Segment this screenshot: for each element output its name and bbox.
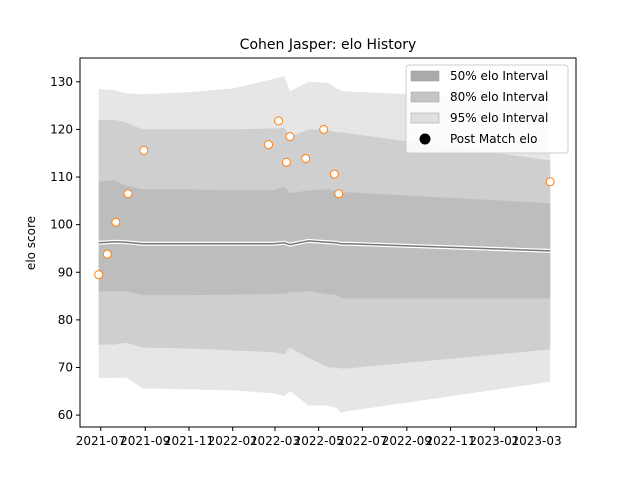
legend-box [405,64,569,154]
post-match-elo-point [285,132,295,142]
x-tick-label: 2022-03 [250,434,300,448]
y-tick-label: 110 [50,170,73,184]
post-match-elo-point [139,145,149,155]
post-match-elo-point [329,169,339,179]
x-tick-label: 2023-01 [469,434,519,448]
y-tick-label: 120 [50,122,73,136]
x-tick-label: 2022-05 [294,434,344,448]
legend-swatch-band-95 [410,112,440,124]
post-match-elo-point [111,217,121,227]
post-match-elo-point [281,157,291,167]
legend-label: Post Match elo [450,132,537,146]
chart-legend: 50% elo Interval 80% elo Interval 95% elo … [405,64,569,154]
x-tick-label: 2021-11 [164,434,214,448]
mean-elo-line [98,240,551,252]
post-match-elo-point [301,153,311,163]
y-axis-label: elo score [24,216,38,270]
x-axis: 2021-072021-092021-112022-012022-032022-… [76,427,562,448]
post-match-elo-point [319,124,329,134]
x-tick-label: 2022-09 [382,434,432,448]
band-50-interval [98,180,551,299]
x-tick-label: 2021-09 [120,434,170,448]
post-match-elo-point [123,189,133,199]
x-tick-label: 2022-01 [208,434,258,448]
legend-label: 50% elo Interval [450,69,548,83]
x-tick-label: 2022-11 [425,434,475,448]
y-tick-label: 100 [50,218,73,232]
x-tick-label: 2021-07 [76,434,126,448]
x-tick-label: 2023-03 [512,434,562,448]
x-tick-label: 2022-07 [337,434,387,448]
post-match-elo-point [264,140,274,150]
y-tick-label: 70 [58,360,73,374]
legend-swatch-band-50 [410,70,440,82]
y-tick-label: 80 [58,313,73,327]
y-tick-label: 130 [50,75,73,89]
y-tick-label: 60 [58,408,73,422]
legend-label: 80% elo Interval [450,90,548,104]
post-match-elo-point [274,116,284,126]
chart-title: Cohen Jasper: elo History [240,37,417,53]
legend-label: 95% elo Interval [450,111,548,125]
y-axis: 60 70 80 90 100 110 120 130 [50,75,80,422]
post-match-elo-point [94,270,104,280]
plot-frame [79,57,577,428]
legend-swatch-band-80 [410,91,440,103]
post-match-elo-point [334,189,344,199]
post-match-elo-point [545,177,555,187]
plot-area [79,57,577,428]
post-match-elo-point [102,249,112,259]
legend-marker-post-match [419,133,431,145]
y-tick-label: 90 [58,265,73,279]
